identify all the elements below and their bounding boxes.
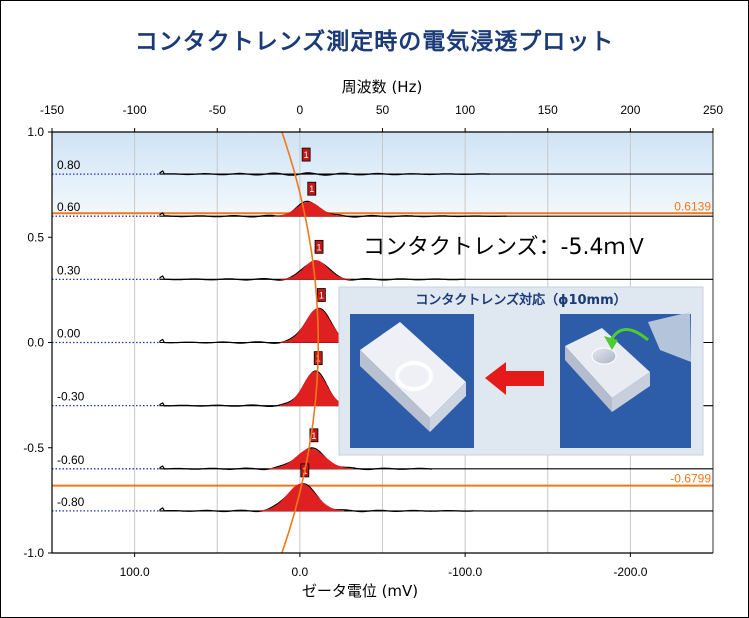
peak-fill [268, 448, 354, 470]
green-arrowhead [604, 336, 618, 350]
top-tick-label: 100 [455, 103, 475, 117]
boundary-value-label: 0.6139 [674, 199, 711, 213]
left-tick-label: 0.5 [27, 230, 44, 244]
peak-marker [301, 147, 311, 162]
lens-photo-loading [560, 312, 691, 448]
bottom-tick-label: 0.0 [292, 565, 309, 579]
inset-title: コンタクトレンズ対応（ϕ10mm） [415, 292, 626, 308]
top-tick-label: 200 [620, 103, 640, 117]
left-tick-label: -1.0 [23, 546, 44, 560]
top-tick-label: -150 [40, 103, 64, 117]
red-left-arrow [485, 362, 544, 395]
position-row: -0.60 1 [52, 428, 713, 471]
cell-block-end [430, 382, 466, 432]
position-label: 0.60 [57, 200, 81, 214]
left-tick-label: -0.5 [23, 441, 44, 455]
position-row: 0.60 1 [52, 181, 713, 218]
bottom-axis-label: ゼータ電位 (mV) [302, 582, 418, 600]
top-tick-label: 50 [376, 103, 390, 117]
bottom-tick-label: -200.0 [613, 565, 647, 579]
peak-marker-label: 1 [317, 242, 322, 252]
peak-marker-label: 1 [319, 291, 324, 301]
cell-block-side [360, 350, 430, 432]
zeta-annotation: コンタクトレンズ：-5.4ｍＶ [363, 235, 648, 260]
profile-fit-curve [281, 131, 319, 554]
peak-marker [314, 239, 324, 254]
top-axis-label: 周波数 (Hz) [342, 78, 423, 96]
signal-trace [159, 200, 507, 218]
peak-marker-label: 1 [304, 150, 309, 160]
peak-marker-label: 1 [309, 184, 314, 194]
bottom-tick-label: 100.0 [120, 565, 150, 579]
top-tick-label: 150 [538, 103, 558, 117]
inset-panel: コンタクトレンズ対応（ϕ10mm） [338, 286, 704, 456]
top-tick-label: -50 [209, 103, 227, 117]
position-label: -0.30 [57, 390, 85, 404]
page-title: コンタクトレンズ測定時の電気浸透プロット [134, 29, 615, 55]
contact-lens [591, 347, 617, 365]
boundary-value-label: -0.6799 [670, 472, 711, 486]
left-tick-label: 0.0 [27, 336, 44, 350]
position-label: 0.30 [57, 263, 81, 277]
peak-marker-label: 1 [311, 431, 316, 441]
cell-block-top [360, 322, 466, 418]
cell-block-side [565, 346, 612, 412]
position-label: 0.80 [57, 158, 81, 172]
peak-marker [307, 181, 317, 196]
signal-trace [159, 170, 490, 176]
position-label: 0.00 [57, 327, 81, 341]
top-tick-label: 250 [703, 103, 723, 117]
peak-marker [309, 428, 319, 443]
peak-fill [273, 201, 344, 217]
tick-labels: -150 -100 -50 0 50 100 150 200 250 100.0 0.0 -100.0… [23, 103, 723, 579]
lens-photo-measured [350, 314, 474, 448]
position-label: -0.80 [57, 495, 85, 509]
top-tick-label: -100 [123, 103, 147, 117]
signal-trace [159, 483, 474, 513]
tweezers [648, 312, 691, 362]
cell-block-end [612, 372, 650, 412]
position-label: -0.60 [57, 453, 85, 467]
left-tick-label: 1.0 [27, 125, 44, 139]
position-row: 0.80 1 [52, 147, 713, 176]
peak-fill [280, 259, 351, 280]
top-tick-label: 0 [297, 103, 304, 117]
bottom-tick-label: -100.0 [448, 565, 482, 579]
position-row: -0.801 [52, 463, 713, 513]
peak-marker [316, 288, 326, 302]
lens-ring [395, 361, 433, 391]
